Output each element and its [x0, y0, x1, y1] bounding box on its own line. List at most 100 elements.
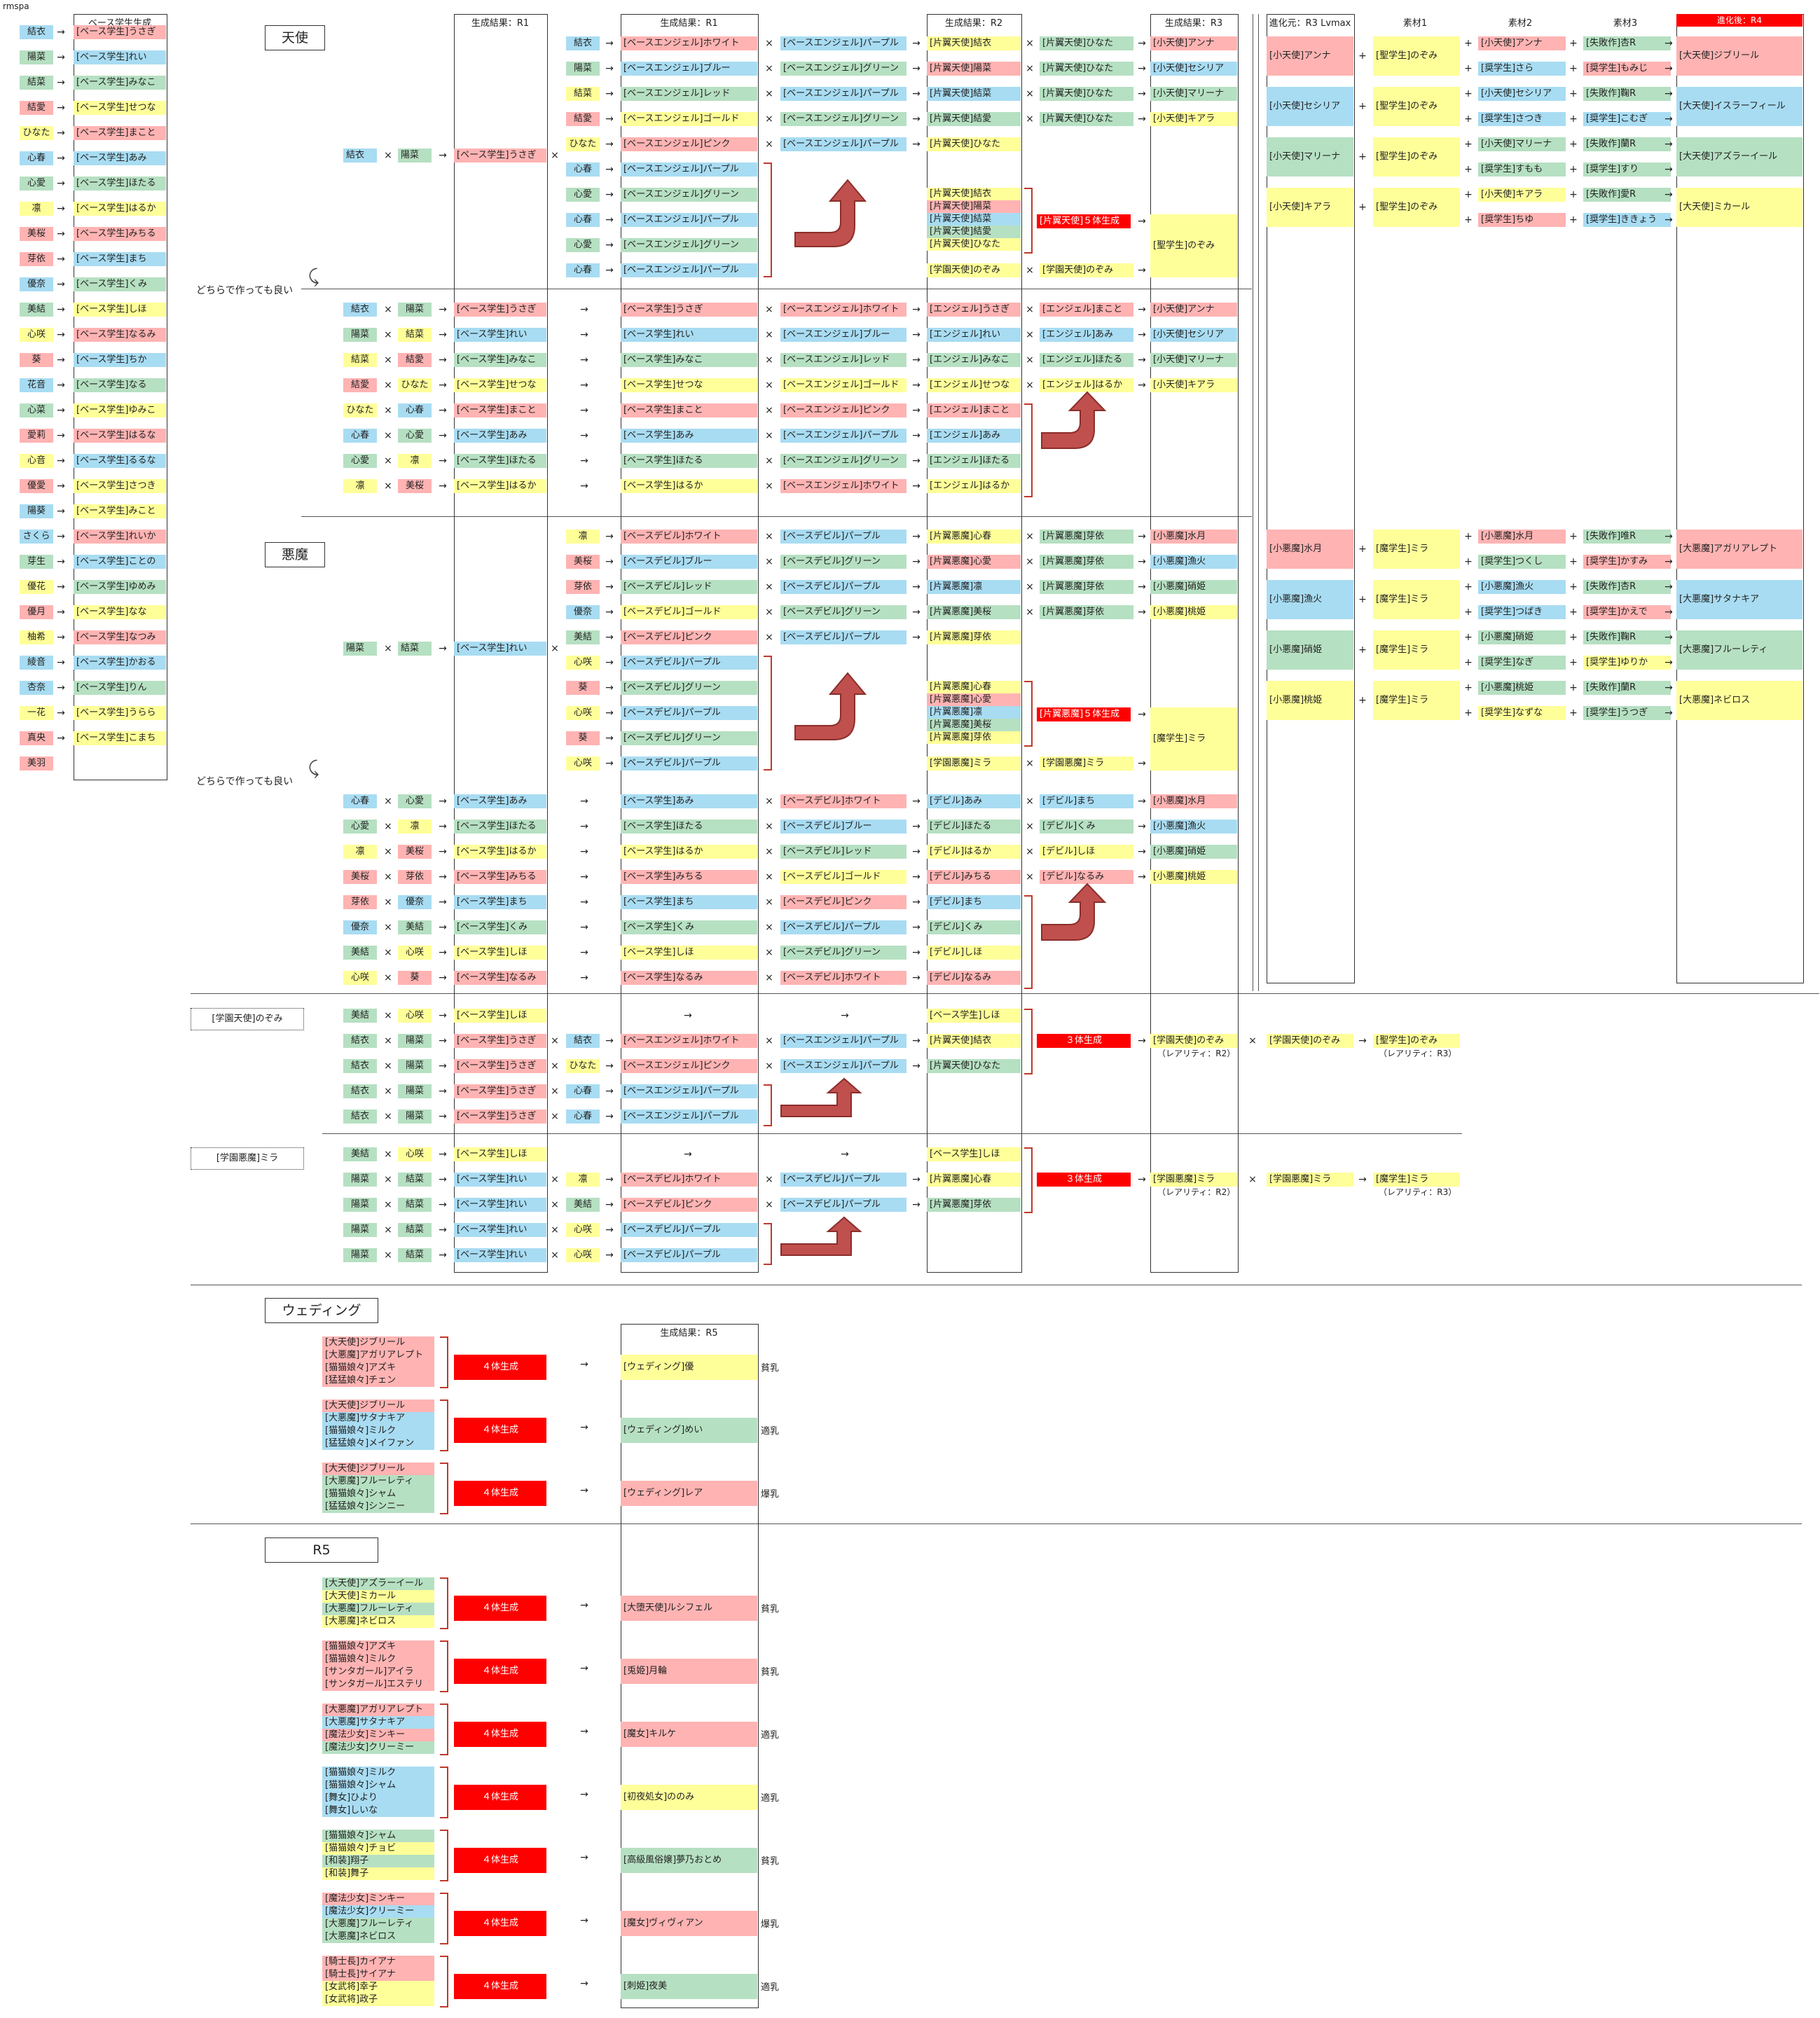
arrow-right-icon: →	[439, 1174, 447, 1185]
arrow-right-icon: →	[605, 1224, 614, 1236]
bracket-icon	[1024, 403, 1033, 497]
base-type-partner: [ベースエンジェル]ピンク	[780, 403, 906, 417]
input-stack: [猫猫娘々]シャム [猫猫娘々]チョビ [和装]翔子 [和装]舞子	[322, 1830, 434, 1880]
r3-result: [小悪魔]水月	[1150, 794, 1237, 808]
cross-icon: ×	[384, 821, 392, 832]
r1-result-b: [ベース学生]まこと	[621, 403, 757, 417]
arrow-right-icon: →	[439, 796, 447, 807]
cross-icon: ×	[765, 556, 773, 567]
arrow-right-icon: →	[439, 1060, 447, 1072]
input-item: [サンタガール]アイラ	[322, 1666, 434, 1678]
base-student-result: [ベース学生]みなこ	[74, 76, 166, 90]
cross-icon: ×	[765, 821, 773, 832]
base-student-result: [ベース学生]くみ	[74, 277, 166, 291]
arrow-right-icon: →	[57, 380, 65, 391]
cross-icon: ×	[384, 1035, 392, 1046]
evo-mat2: [小悪魔]桃姫	[1478, 681, 1566, 695]
r2-partner: [エンジェル]あみ	[1040, 328, 1133, 342]
stack-item: [片翼天使]結愛	[927, 226, 1021, 238]
either-note: どちらで作っても良い	[196, 285, 294, 296]
parent-b: 結菜	[398, 1223, 432, 1237]
stack-item: [片翼悪魔]心春	[927, 681, 1021, 693]
four-gen-label: ４体生成	[454, 1785, 546, 1810]
input-item: [女武将]政子	[322, 1993, 434, 2006]
arrow-right-icon: →	[580, 455, 588, 467]
student-tag: 結愛	[566, 112, 600, 126]
base-type-partner: [ベースデビル]パープル	[780, 580, 906, 594]
arrow-right-icon: →	[1138, 1174, 1146, 1185]
arrow-right-icon: →	[605, 189, 614, 200]
base-student-result: [ベース学生]こまち	[74, 731, 166, 745]
base-student-result: [ベース学生]かおる	[74, 656, 166, 670]
cross-icon: ×	[551, 1224, 559, 1236]
student-tag: 杏奈	[20, 681, 53, 695]
r3-result: [小天使]アンナ	[1150, 36, 1237, 50]
arrow-right-icon: →	[1664, 581, 1673, 593]
arrow-right-icon: →	[57, 178, 65, 189]
arrow-right-icon: →	[439, 1086, 447, 1097]
bracket-icon	[1024, 188, 1033, 254]
arrow-right-icon: →	[1138, 354, 1146, 366]
cross-icon: ×	[765, 139, 773, 150]
cross-icon: ×	[384, 1174, 392, 1185]
r3-result: [小悪魔]桃姫	[1150, 870, 1237, 884]
arrow-right-icon: →	[580, 1978, 588, 1989]
r3-result: [小天使]キアラ	[1150, 378, 1237, 392]
r2-stack: [片翼悪魔]心春 [片翼悪魔]心愛 [片翼悪魔]凛 [片翼悪魔]美桜 [片翼悪魔]芽依	[927, 681, 1021, 744]
parent-b: 美結	[398, 920, 432, 934]
parent-b: 陽菜	[398, 303, 432, 317]
student-tag: 心愛	[566, 238, 600, 252]
r1-result: [ベース学生]はるか	[454, 479, 546, 493]
stack-item: [片翼天使]結菜	[927, 213, 1021, 226]
cross-icon: ×	[384, 1250, 392, 1261]
student-tag: 美羽	[20, 756, 53, 770]
evo-mat3: [失敗作]唯R	[1583, 530, 1671, 544]
r5-result: [兎姫]月輪	[621, 1659, 757, 1684]
arrow-right-icon: →	[580, 922, 588, 933]
input-item: [魔法少女]ミンキー	[322, 1893, 434, 1905]
arrow-right-icon: →	[1138, 216, 1146, 227]
cross-icon: ×	[384, 922, 392, 933]
parent-a: 美結	[343, 1009, 377, 1023]
cross-icon: ×	[765, 88, 773, 99]
base-type-result: [ベースエンジェル]グリーン	[621, 238, 757, 252]
student-tag: 結愛	[20, 101, 53, 115]
arrow-right-icon: →	[684, 1010, 692, 1021]
evo-mat2b: [奨学生]つばき	[1478, 605, 1566, 619]
plus-icon: +	[1569, 139, 1578, 150]
cross-icon: ×	[765, 63, 773, 74]
base-student-result: [ベース学生]みちる	[74, 227, 166, 241]
arrow-right-icon: →	[605, 214, 614, 226]
r2-partner: [エンジェル]はるか	[1040, 378, 1133, 392]
arrow-right-icon: →	[57, 607, 65, 618]
big-curved-arrow-icon	[794, 672, 867, 740]
parent-a: 陽菜	[343, 642, 377, 656]
arrow-right-icon: →	[439, 1035, 447, 1046]
arrow-right-icon: →	[57, 254, 65, 265]
evo-dest: [大悪魔]フルーレティ	[1676, 630, 1802, 670]
four-gen-label: ４体生成	[454, 1659, 546, 1684]
r3-result: [小悪魔]水月	[1150, 530, 1237, 544]
bracket-icon	[764, 1084, 772, 1126]
student-tag: 芽生	[20, 555, 53, 569]
plus-icon: +	[1464, 607, 1473, 618]
r1-result: [ベース学生]れい	[454, 1223, 546, 1237]
cross-icon: ×	[384, 1111, 392, 1122]
input-stack: [大悪魔]アガリアレプト [大悪魔]サタナキア [魔法少女]ミンキー [魔法少女]クリ…	[322, 1703, 434, 1754]
plus-icon: +	[1464, 63, 1473, 74]
student-tag: 心愛	[566, 188, 600, 202]
parent-b: 美桜	[398, 479, 432, 493]
parent-a: 心愛	[343, 454, 377, 468]
column-header: 生成結果：R1	[471, 18, 530, 29]
either-note: どちらで作っても良い	[196, 776, 294, 787]
input-item: [大悪魔]フルーレティ	[322, 1918, 434, 1930]
parent-a: 美結	[343, 1147, 377, 1161]
plus-icon: +	[1569, 38, 1578, 49]
plus-icon: +	[1569, 189, 1578, 200]
r2-result: [片翼天使]結菜	[927, 87, 1021, 101]
r2-result: [エンジェル]はるか	[927, 479, 1021, 493]
arrow-right-icon: →	[1664, 189, 1673, 200]
student-tag: 花音	[20, 378, 53, 392]
base-type-result: [ベースデビル]パープル	[621, 1223, 757, 1237]
r2-partner: [片翼天使]ひなた	[1040, 36, 1133, 50]
